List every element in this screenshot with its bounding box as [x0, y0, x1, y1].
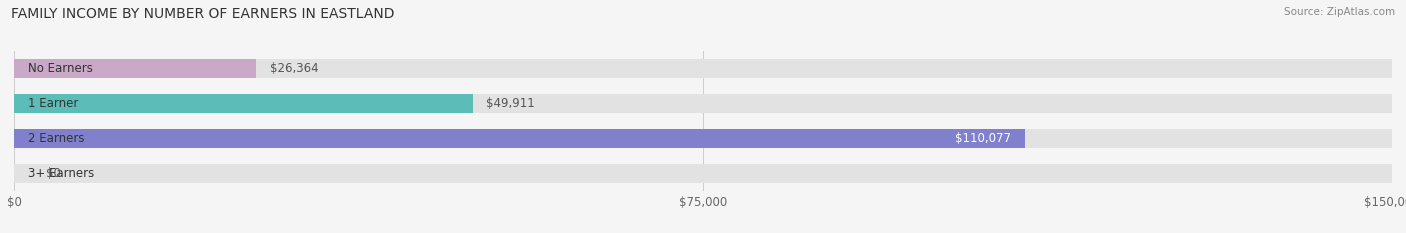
Text: No Earners: No Earners — [28, 62, 93, 75]
Text: 1 Earner: 1 Earner — [28, 97, 79, 110]
Bar — [14, 129, 1392, 148]
Bar — [14, 59, 256, 78]
Text: $49,911: $49,911 — [486, 97, 536, 110]
Bar — [14, 94, 472, 113]
Text: $0: $0 — [46, 167, 60, 180]
Bar — [14, 94, 1392, 113]
Text: Source: ZipAtlas.com: Source: ZipAtlas.com — [1284, 7, 1395, 17]
Bar — [14, 164, 1392, 183]
Text: $110,077: $110,077 — [956, 132, 1011, 145]
Text: 3+ Earners: 3+ Earners — [28, 167, 94, 180]
Text: FAMILY INCOME BY NUMBER OF EARNERS IN EASTLAND: FAMILY INCOME BY NUMBER OF EARNERS IN EA… — [11, 7, 395, 21]
Bar — [14, 129, 1025, 148]
Bar — [14, 59, 1392, 78]
Text: $26,364: $26,364 — [270, 62, 319, 75]
Text: 2 Earners: 2 Earners — [28, 132, 84, 145]
